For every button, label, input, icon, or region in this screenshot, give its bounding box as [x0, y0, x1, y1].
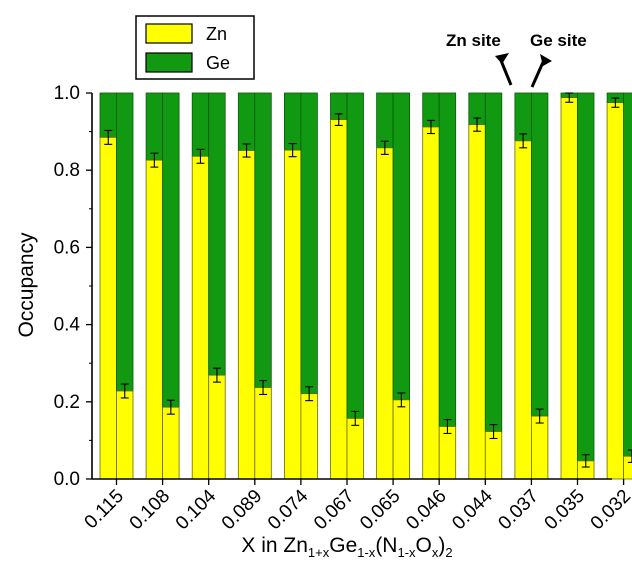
bar-zn-zn-site-0.074 [283, 149, 302, 480]
y-tick-label-0.2: 0.2 [54, 392, 80, 413]
bar-zn-ge-site-0.115 [116, 390, 134, 480]
x-tick-label-0.065: 0.065 [356, 486, 404, 534]
x-axis-title: X in Zn1+xGe1-x(N1-xOx)2 [241, 534, 452, 560]
y-tick-label-0.4: 0.4 [54, 315, 81, 336]
bar-zn-zn-site-0.037 [514, 140, 532, 480]
y-axis-title: Occupancy [15, 232, 38, 338]
bar-zn-ge-site-0.104 [208, 374, 226, 480]
legend: Zn Ge [135, 15, 255, 80]
x-tick-label-0.035: 0.035 [541, 486, 589, 534]
x-tick-label-0.108: 0.108 [126, 486, 174, 534]
arrow-ge-site [530, 59, 546, 88]
bars-group [99, 92, 632, 480]
arrowhead-zn-site [495, 53, 509, 64]
bar-zn-ge-site-0.037 [531, 415, 549, 480]
x-axis-title-sub: 1-x [357, 545, 376, 560]
bar-ge-ge-site-0.104 [208, 92, 226, 376]
bar-zn-zn-site-0.044 [468, 124, 486, 480]
bar-ge-ge-site-0.089 [254, 92, 272, 388]
bar-ge-ge-site-0.032 [623, 92, 632, 457]
y-tick-label-0.8: 0.8 [54, 160, 80, 181]
bar-ge-zn-site-0.089 [237, 92, 256, 151]
site-annotations: Zn site Ge site [446, 31, 587, 88]
legend-swatch-zn [145, 23, 193, 44]
bar-zn-ge-site-0.074 [300, 393, 318, 480]
bar-zn-zn-site-0.115 [99, 136, 117, 480]
bar-ge-ge-site-0.044 [484, 92, 503, 432]
bar-ge-ge-site-0.074 [300, 92, 318, 395]
x-tick-label-0.046: 0.046 [402, 486, 450, 534]
bar-zn-zn-site-0.067 [330, 119, 348, 480]
legend-swatch-ge [145, 52, 193, 73]
x-tick-label-0.104: 0.104 [172, 485, 221, 534]
x-tick-label-0.044: 0.044 [448, 485, 497, 534]
x-tick-label-0.032: 0.032 [587, 486, 632, 534]
bar-zn-zn-site-0.108 [145, 159, 164, 480]
legend-label-zn: Zn [206, 24, 227, 44]
x-axis-title-sub: 1-x [397, 545, 416, 560]
x-axis-title-sub: x [432, 545, 439, 560]
bar-zn-ge-site-0.046 [438, 426, 457, 480]
bar-ge-ge-site-0.065 [392, 92, 411, 401]
annotation-zn-site: Zn site [446, 31, 501, 50]
bar-zn-ge-site-0.067 [346, 417, 364, 480]
bar-ge-ge-site-0.067 [346, 92, 364, 419]
bar-zn-zn-site-0.065 [376, 147, 394, 480]
bar-zn-zn-site-0.032 [606, 102, 624, 480]
x-tick-label-0.067: 0.067 [310, 486, 358, 534]
bar-zn-ge-site-0.065 [392, 399, 411, 480]
bar-ge-ge-site-0.046 [438, 92, 457, 427]
bar-zn-zn-site-0.104 [191, 155, 210, 480]
bar-ge-ge-site-0.037 [531, 92, 549, 417]
x-tick-label-0.089: 0.089 [218, 486, 266, 534]
legend-label-ge: Ge [206, 53, 230, 73]
bar-zn-ge-site-0.032 [623, 455, 632, 480]
x-tick-label-0.115: 0.115 [81, 486, 128, 533]
x-axis-title-sub: 2 [445, 545, 452, 560]
y-tick-label-0.0: 0.0 [54, 469, 80, 490]
error-bars-group [104, 92, 632, 468]
bar-zn-ge-site-0.089 [254, 387, 272, 480]
arrowhead-ge-site [540, 54, 552, 66]
bar-ge-ge-site-0.115 [116, 92, 134, 392]
bar-ge-zn-site-0.108 [145, 92, 164, 161]
bar-ge-zn-site-0.104 [191, 92, 210, 157]
bar-ge-zn-site-0.074 [283, 92, 302, 151]
x-tick-label-0.037: 0.037 [494, 486, 542, 534]
bar-ge-zn-site-0.065 [376, 92, 394, 149]
bar-zn-zn-site-0.035 [560, 97, 578, 480]
y-tick-label-1.0: 1.0 [54, 83, 80, 104]
x-tick-label-0.074: 0.074 [264, 485, 313, 534]
annotation-ge-site: Ge site [530, 31, 587, 50]
y-tick-label-0.6: 0.6 [54, 237, 80, 258]
bar-zn-ge-site-0.108 [162, 406, 180, 480]
bar-ge-ge-site-0.035 [577, 92, 595, 462]
x-axis-title-sub: 1+x [308, 545, 330, 560]
bar-ge-ge-site-0.108 [162, 92, 180, 408]
bar-zn-zn-site-0.046 [422, 126, 440, 480]
bar-zn-zn-site-0.089 [237, 150, 256, 480]
